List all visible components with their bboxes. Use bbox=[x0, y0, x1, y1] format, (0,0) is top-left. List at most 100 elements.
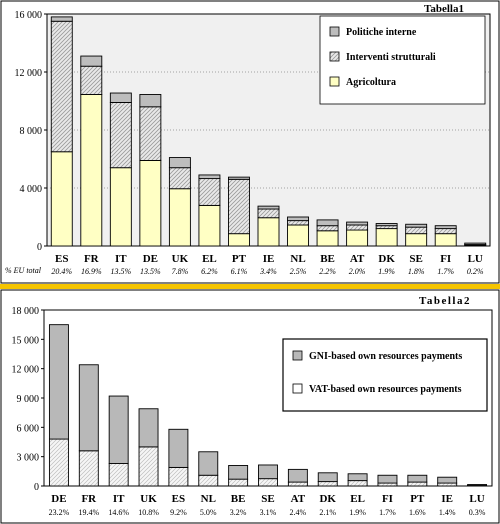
legend-1-label-agricoltura: Agricoltura bbox=[346, 77, 396, 88]
bar-gni bbox=[228, 465, 249, 480]
legend-1-swatch-interventi bbox=[329, 51, 340, 62]
y-tick-label: 3 000 bbox=[17, 453, 40, 464]
bar-politiche bbox=[228, 176, 250, 180]
bar-politiche bbox=[198, 174, 221, 180]
bar-politiche bbox=[316, 219, 339, 227]
bar-gni bbox=[407, 474, 428, 483]
plot-1-shares: 20.4% 16.9% 13.5% 13.5% 7.8% 6.2% 6.1% 3.4% 2.5%… bbox=[51, 267, 483, 276]
legend-2-box bbox=[282, 338, 488, 412]
bar-politiche bbox=[346, 221, 369, 226]
category-label: NL bbox=[201, 493, 216, 505]
y-tick-label: 8 000 bbox=[20, 126, 43, 137]
bar-gni bbox=[138, 408, 159, 448]
bar-gni bbox=[108, 395, 129, 464]
category-label: IE bbox=[441, 493, 453, 505]
bar-gni bbox=[287, 468, 308, 483]
bar-interventi bbox=[346, 224, 369, 231]
share-label: 1.8% bbox=[408, 267, 425, 276]
y-tick-label: 6 000 bbox=[17, 423, 40, 434]
category-label: BE bbox=[320, 253, 335, 265]
category-label: LU bbox=[468, 253, 483, 265]
share-label: 16.9% bbox=[81, 267, 102, 276]
legend-1-label-politiche: Politiche interne bbox=[346, 27, 417, 38]
category-label: ES bbox=[55, 253, 68, 265]
bar-agricoltura bbox=[287, 224, 309, 247]
bar-agricoltura bbox=[139, 159, 162, 247]
bar-vat bbox=[347, 480, 368, 487]
category-label: PT bbox=[410, 493, 425, 505]
bar-agricoltura bbox=[228, 233, 250, 247]
bar-interventi bbox=[168, 167, 191, 190]
plot-1-bars bbox=[50, 16, 487, 247]
category-label: DE bbox=[51, 493, 66, 505]
bar-vat bbox=[287, 481, 308, 487]
bar-interventi bbox=[228, 178, 250, 235]
bar-interventi bbox=[316, 225, 339, 232]
bar-gni bbox=[48, 324, 69, 440]
share-label: 6.2% bbox=[201, 267, 218, 276]
share-label: 1.4% bbox=[439, 508, 456, 517]
bar-gni bbox=[78, 364, 99, 452]
bar-interventi bbox=[50, 20, 73, 153]
category-label: AT bbox=[291, 493, 306, 505]
y-tick-label: 0 bbox=[34, 482, 39, 493]
bar-interventi bbox=[257, 208, 280, 219]
bar-gni bbox=[467, 484, 488, 486]
chart-2-title: Tabella2 bbox=[419, 295, 471, 307]
y-tick-label: 18 000 bbox=[12, 306, 40, 317]
category-label: IT bbox=[115, 253, 127, 265]
category-label: FR bbox=[84, 253, 100, 265]
legend-2-label-gni: GNI-based own resources payments bbox=[309, 351, 462, 362]
bar-politiche bbox=[405, 223, 428, 228]
category-label: PT bbox=[232, 253, 247, 265]
bar-politiche bbox=[287, 216, 309, 222]
legend-2-swatch-gni bbox=[292, 350, 303, 361]
bar-agricoltura bbox=[109, 167, 132, 247]
share-label: 5.0% bbox=[200, 508, 217, 517]
plot-2-shares: 23.2% 19.4% 14.6% 10.8% 9.2% 5.0% 3.2% 3.1% 2.4%… bbox=[49, 508, 486, 517]
bar-gni bbox=[168, 428, 189, 468]
bar-interventi bbox=[109, 101, 132, 169]
y-tick-label: 12 000 bbox=[15, 68, 43, 79]
share-label: 14.6% bbox=[108, 508, 129, 517]
bar-agricoltura bbox=[375, 228, 398, 247]
category-label: AT bbox=[350, 253, 365, 265]
bar-interventi bbox=[139, 106, 162, 161]
category-label: SE bbox=[261, 493, 274, 505]
share-label: 23.2% bbox=[49, 508, 70, 517]
panel-divider bbox=[0, 284, 500, 289]
category-label: NL bbox=[290, 253, 305, 265]
share-axis-label: % EU total bbox=[5, 266, 42, 275]
bar-vat bbox=[258, 478, 278, 487]
category-label: FI bbox=[382, 493, 393, 505]
bar-agricoltura bbox=[405, 233, 428, 247]
y-tick-label: 15 000 bbox=[12, 335, 40, 346]
bar-vat bbox=[78, 450, 99, 487]
share-label: 2.4% bbox=[290, 508, 307, 517]
category-label: SE bbox=[409, 253, 422, 265]
category-label: UK bbox=[140, 493, 157, 505]
bar-agricoltura bbox=[168, 188, 191, 247]
bar-gni bbox=[258, 464, 278, 480]
bar-politiche bbox=[50, 16, 73, 22]
y-tick-label: 4 000 bbox=[20, 184, 43, 195]
share-label: 2.0% bbox=[349, 267, 366, 276]
bar-vat bbox=[138, 446, 159, 487]
share-label: 7.8% bbox=[172, 267, 189, 276]
y-tick-label: 9 000 bbox=[17, 394, 40, 405]
y-tick-label: 12 000 bbox=[12, 365, 40, 376]
share-label: 0.3% bbox=[469, 508, 486, 517]
legend-2-swatch-vat bbox=[292, 383, 303, 394]
category-label: UK bbox=[172, 253, 189, 265]
bar-interventi bbox=[198, 178, 221, 206]
share-label: 6.1% bbox=[231, 267, 248, 276]
share-label: 1.7% bbox=[437, 267, 454, 276]
bar-interventi bbox=[405, 226, 428, 235]
bar-gni bbox=[317, 472, 338, 483]
legend-1-label-interventi: Interventi strutturali bbox=[346, 52, 436, 63]
bar-agricoltura bbox=[346, 229, 369, 247]
bar-agricoltura bbox=[80, 94, 103, 247]
share-label: 13.5% bbox=[140, 267, 161, 276]
plot-2-y-ticks: 0 3 000 6 000 9 000 12 000 15 000 18 000 bbox=[12, 306, 44, 493]
